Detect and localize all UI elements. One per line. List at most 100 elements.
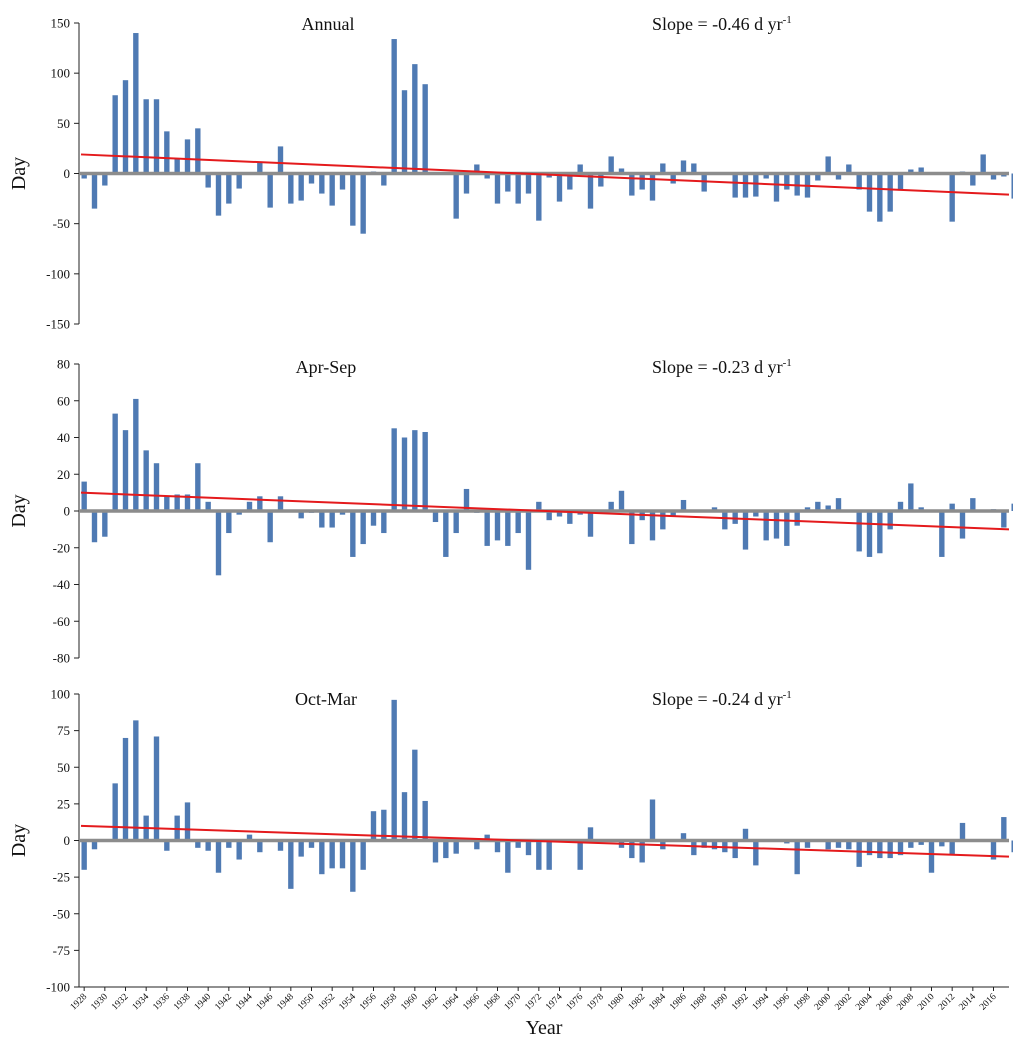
- x-tick-label: 2008: [895, 992, 916, 1013]
- bar-2015: [980, 154, 986, 174]
- bar-1951: [319, 840, 325, 875]
- bar-1951: [319, 173, 325, 194]
- bar-1947: [277, 146, 284, 174]
- x-tick-label: 2000: [813, 992, 834, 1013]
- bar-2000: [825, 840, 831, 850]
- bar-1958: [391, 699, 397, 841]
- bar-1981: [629, 511, 635, 545]
- y-tick-label: 50: [57, 760, 70, 775]
- bar-1939: [195, 463, 201, 511]
- bar-1938: [184, 494, 191, 511]
- bar-1991: [732, 511, 738, 524]
- x-tick-label: 1932: [110, 992, 131, 1013]
- bar-2006: [887, 511, 893, 530]
- bar-1967: [484, 834, 490, 841]
- y-tick-label: 25: [57, 796, 70, 811]
- bar-1960: [412, 64, 418, 174]
- bar-1959: [401, 437, 408, 511]
- bar-2013: [959, 822, 966, 841]
- bar-1976: [577, 164, 583, 174]
- bar-1949: [298, 840, 304, 857]
- y-tick-label: 0: [64, 504, 71, 519]
- bar-1987: [691, 163, 697, 174]
- bar-2013: [959, 511, 966, 539]
- x-axis-title: Year: [526, 1017, 563, 1039]
- bar-2003: [856, 173, 862, 190]
- bar-1975: [567, 173, 573, 190]
- bar-1957: [381, 511, 387, 534]
- bar-1992: [742, 173, 749, 198]
- bar-1942: [226, 511, 232, 534]
- bar-2014: [970, 498, 976, 511]
- slope-unit-superscript: -1: [783, 689, 792, 701]
- bar-1981: [629, 173, 635, 196]
- bar-1984: [660, 511, 666, 530]
- bar-1976: [577, 840, 583, 870]
- bar-2000: [825, 505, 831, 511]
- bar-1968: [494, 173, 501, 204]
- bar-1999: [815, 173, 821, 181]
- bar-1971: [525, 173, 532, 194]
- bar-1957: [381, 809, 387, 841]
- bar-2009: [918, 507, 924, 511]
- bar-1962: [432, 511, 439, 523]
- bar-1953: [339, 511, 346, 515]
- bar-1954: [350, 840, 356, 892]
- bar-1959: [401, 792, 408, 841]
- y-tick-label: 100: [51, 687, 71, 702]
- bar-1966: [474, 840, 480, 850]
- bar-1936: [164, 496, 170, 511]
- bar-1952: [329, 840, 335, 869]
- slope-annotation: Slope = -0.46 d yr-1: [652, 14, 792, 34]
- slope-text: Slope = -0.23 d yr: [652, 357, 783, 377]
- x-tick-label: 1976: [565, 992, 586, 1013]
- slope-unit-superscript: -1: [783, 14, 792, 26]
- x-tick-label: 1946: [255, 992, 276, 1013]
- bar-2007: [897, 173, 904, 191]
- bar-2006: [887, 173, 893, 212]
- bar-1956: [370, 811, 377, 841]
- bar-2018: [1011, 840, 1013, 853]
- x-tick-label: 1930: [89, 992, 110, 1013]
- bar-1943: [236, 840, 242, 860]
- y-tick-label: 40: [57, 430, 70, 445]
- bar-2011: [939, 840, 945, 847]
- bar-2004: [866, 173, 873, 212]
- x-axis: 1928 1930 1932 1934 1936 1938 1940 1942 1944 1946…: [69, 986, 1009, 1039]
- bar-2002: [846, 840, 852, 850]
- x-tick-label: 1990: [709, 992, 730, 1013]
- bar-1960: [412, 749, 418, 841]
- bar-1963: [443, 511, 449, 557]
- bar-1969: [505, 173, 511, 192]
- bar-1998: [804, 507, 811, 511]
- x-tick-label: 1980: [606, 992, 627, 1013]
- bar-1994: [763, 511, 769, 541]
- x-tick-label: 1992: [730, 992, 751, 1013]
- bar-1996: [784, 173, 790, 190]
- bar-1960: [412, 430, 418, 511]
- bar-1977: [587, 827, 594, 841]
- bar-1945: [257, 840, 263, 853]
- bar-1940: [205, 840, 211, 851]
- bar-1933: [133, 720, 139, 841]
- x-tick-label: 1970: [503, 992, 524, 1013]
- bar-1938: [184, 139, 191, 174]
- y-tick-label: -50: [53, 906, 70, 921]
- bar-2007: [897, 501, 904, 511]
- y-tick-label: -60: [53, 614, 70, 629]
- bar-1971: [525, 840, 532, 856]
- bar-2003: [856, 511, 862, 552]
- x-tick-label: 1942: [213, 992, 234, 1013]
- y-tick-label: 0: [64, 166, 71, 181]
- bar-1931: [112, 783, 118, 841]
- bar-1998: [804, 840, 811, 848]
- bar-2008: [908, 840, 914, 848]
- bar-1951: [319, 511, 325, 528]
- x-tick-label: 1952: [317, 992, 338, 1013]
- slope-text: Slope = -0.24 d yr: [652, 689, 783, 709]
- bar-1993: [753, 840, 759, 866]
- y-tick-label: 0: [64, 833, 71, 848]
- y-tick-label: 20: [57, 467, 70, 482]
- bar-1986: [680, 160, 687, 174]
